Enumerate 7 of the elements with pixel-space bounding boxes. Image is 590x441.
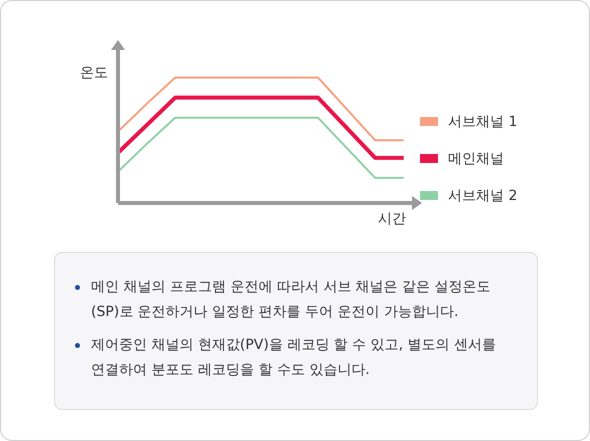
text: 메인 채널의 프로그램 운전에 따라서 서브 채널은 같은 설정온도 (SP)로 운전하거나 일정한 편차를 두어 운전이 가능합니다. xyxy=(91,278,492,322)
x-axis-title: 시간 xyxy=(378,210,406,228)
legend-label: 서브채널 2 xyxy=(448,186,518,204)
legend-label: 메인채널 xyxy=(448,150,504,168)
text: 제어중인 채널의 현재값(PV)을 레코딩 할 수 있고, 별도의 센서를 연결하여 분포도 레코딩을 할 수도 있습니다. xyxy=(91,336,497,380)
y-axis-title: 온도 xyxy=(80,64,108,82)
legend-label: 서브채널 1 xyxy=(448,112,518,130)
